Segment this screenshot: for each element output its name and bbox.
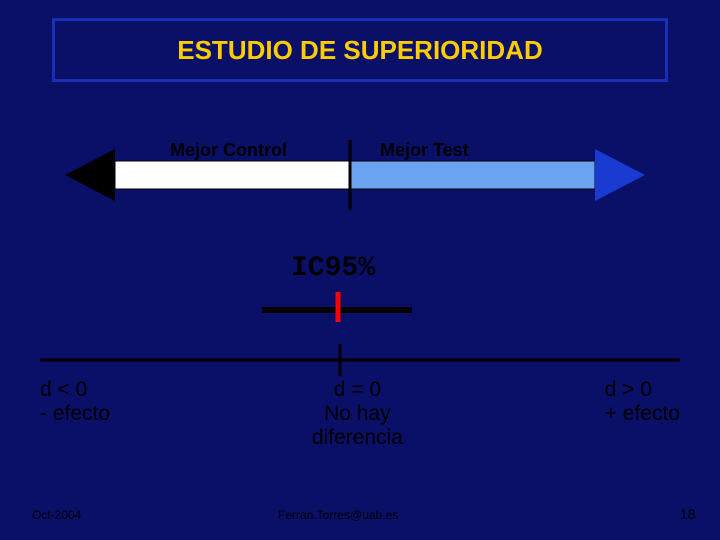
footer-email: Ferran.Torres@uab.es: [278, 508, 398, 522]
arrowhead-left: [65, 149, 115, 201]
axis-mid-line1: d = 0: [312, 378, 403, 402]
axis-right-line1: d > 0: [605, 378, 680, 402]
axis-left-line2: - efecto: [40, 402, 110, 426]
axis-label-mid: d = 0 No hay diferencia: [312, 378, 403, 450]
axis-mid-line2: No hay: [312, 402, 403, 426]
arrow-label-left: Mejor Control: [170, 140, 287, 161]
slide: ESTUDIO DE SUPERIORIDAD Mejor Control Me…: [0, 0, 720, 540]
arrowhead-right: [595, 149, 645, 201]
axis-labels-row: d < 0 - efecto d = 0 No hay diferencia d…: [40, 378, 680, 450]
arrow-bar-right: [350, 161, 595, 189]
axis-label-left: d < 0 - efecto: [40, 378, 110, 450]
arrow-bar-left: [115, 161, 350, 189]
ci-label: IC95%: [291, 253, 375, 284]
footer-page-number: 18: [680, 506, 696, 522]
axis-left-line1: d < 0: [40, 378, 110, 402]
arrow-label-right: Mejor Test: [380, 140, 469, 161]
footer-date: Oct-2004: [32, 508, 81, 522]
axis-mid-line3: diferencia: [312, 426, 403, 450]
axis-right-line2: + efecto: [605, 402, 680, 426]
axis-label-right: d > 0 + efecto: [605, 378, 680, 450]
